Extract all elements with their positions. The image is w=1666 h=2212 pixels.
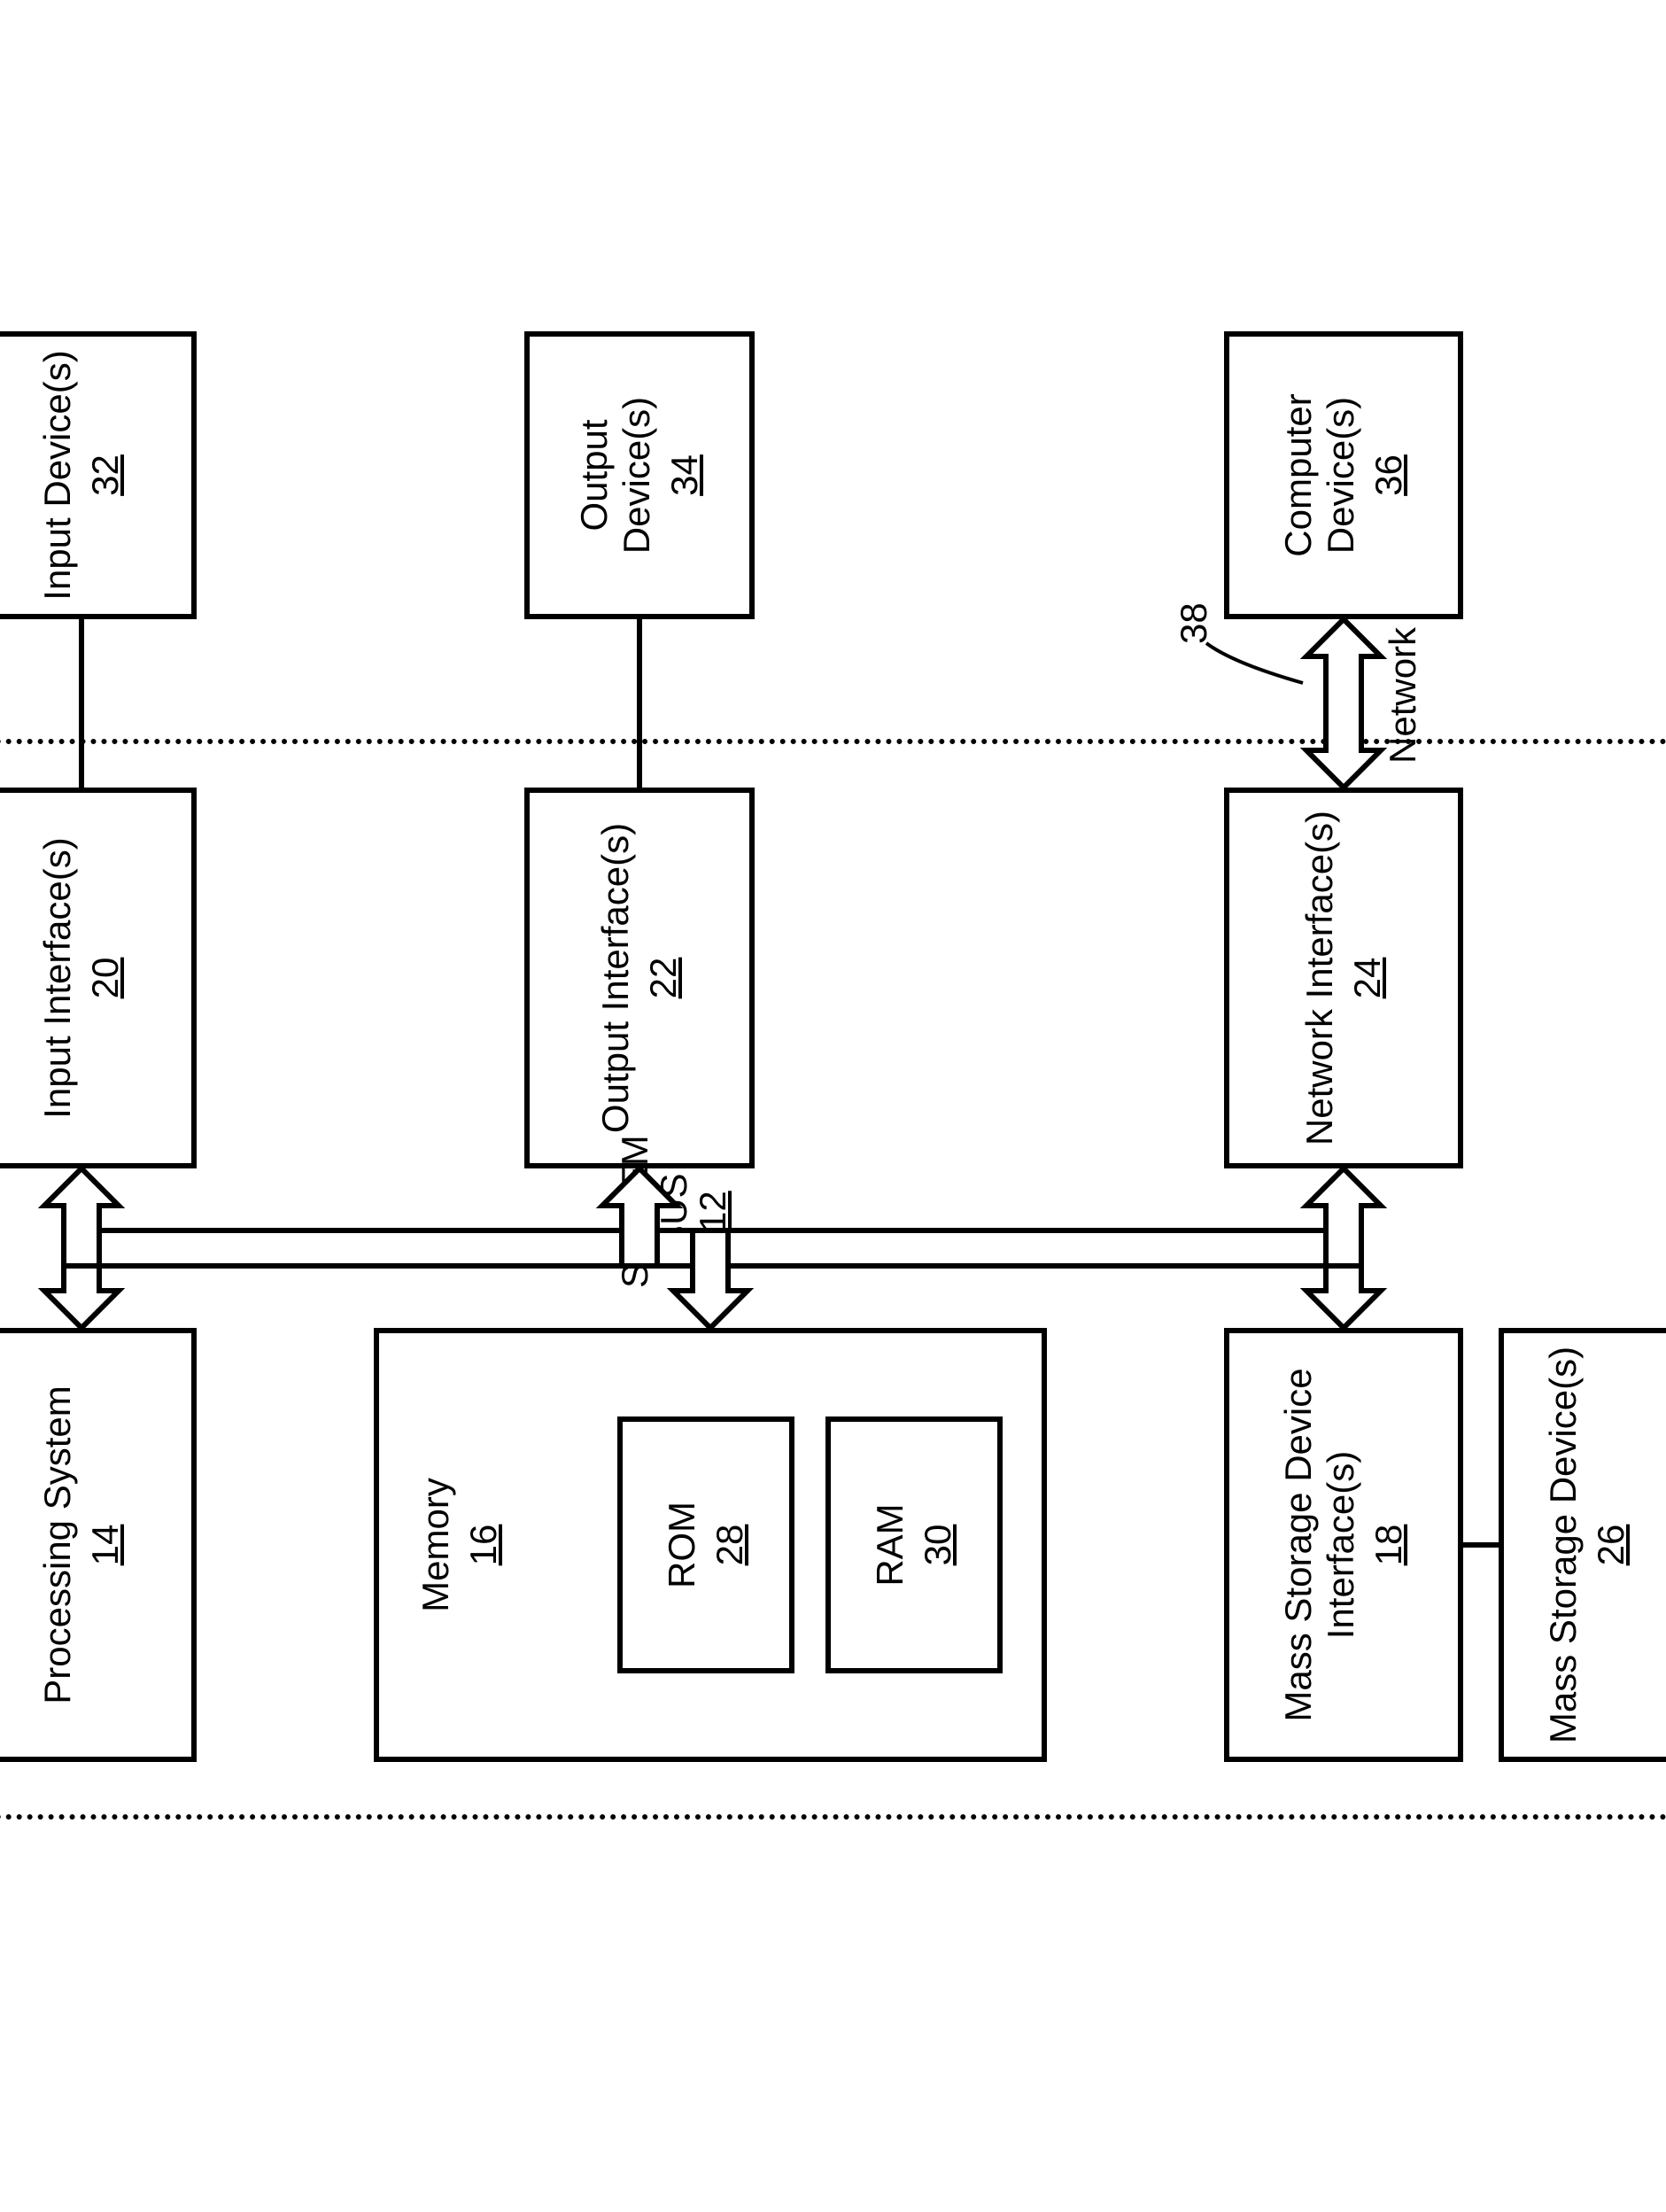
processing-system-box: Processing System 14	[0, 1328, 197, 1762]
rom-label: ROM	[661, 1502, 703, 1588]
input-device-box: Input Device(s) 32	[0, 331, 197, 619]
diagram-canvas: Computer Device 10 Processing System 14 …	[0, 0, 1666, 2212]
output-interface-label: Output Interface(s)	[594, 823, 637, 1133]
network-interface-num: 24	[1346, 958, 1389, 999]
network-interface-label: Network Interface(s)	[1298, 811, 1341, 1145]
input-device-label: Input Device(s)	[36, 350, 79, 600]
mass-storage-device-box: Mass Storage Device(s) 26	[1499, 1328, 1666, 1762]
network-interface-box: Network Interface(s) 24	[1224, 788, 1463, 1168]
rotated-layer: Computer Device 10 Processing System 14 …	[0, 273, 1666, 1939]
computer-device-ext-num: 36	[1368, 454, 1410, 496]
network-number: 38	[1173, 602, 1215, 644]
rom-box: ROM 28	[617, 1416, 794, 1673]
rom-num: 28	[709, 1525, 751, 1566]
processing-system-label: Processing System	[36, 1385, 79, 1704]
processing-system-num: 14	[84, 1525, 127, 1566]
mass-storage-interface-box: Mass Storage Device Interface(s) 18	[1224, 1328, 1463, 1762]
network-number-text: 38	[1173, 602, 1214, 644]
computer-device-ext-label: Computer Device(s)	[1277, 337, 1363, 614]
ram-label: RAM	[869, 1503, 911, 1586]
mass-storage-interface-label: Mass Storage Device Interface(s)	[1277, 1368, 1363, 1721]
input-interface-box: Input Interface(s) 20	[0, 788, 197, 1168]
system-bus-label: SYSTEM BUS 12	[616, 1135, 732, 1288]
mass-storage-interface-num: 18	[1368, 1525, 1410, 1566]
system-bus-label-2: BUS	[653, 1173, 694, 1249]
network-label-text: Network	[1382, 627, 1423, 764]
network-label: Network	[1382, 627, 1424, 764]
computer-device-box: Computer Device(s) 36	[1224, 331, 1463, 619]
output-device-num: 34	[663, 454, 706, 496]
input-device-num: 32	[84, 454, 127, 496]
mass-storage-device-label: Mass Storage Device(s)	[1542, 1347, 1585, 1743]
memory-label: Memory	[415, 1478, 457, 1612]
mass-storage-device-num: 26	[1590, 1525, 1632, 1566]
input-interface-label: Input Interface(s)	[36, 837, 79, 1118]
system-bus-num: 12	[692, 1191, 733, 1232]
ram-num: 30	[917, 1525, 959, 1566]
output-interface-num: 22	[642, 958, 685, 999]
memory-num: 16	[462, 1525, 505, 1566]
output-interface-box: Output Interface(s) 22	[524, 788, 755, 1168]
output-device-box: Output Device(s) 34	[524, 331, 755, 619]
stage: Computer Device 10 Processing System 14 …	[0, 273, 1666, 1939]
input-interface-num: 20	[84, 958, 127, 999]
ram-box: RAM 30	[825, 1416, 1003, 1673]
output-device-label: Output Device(s)	[573, 337, 659, 614]
system-bus-label-1: SYSTEM	[614, 1135, 655, 1288]
